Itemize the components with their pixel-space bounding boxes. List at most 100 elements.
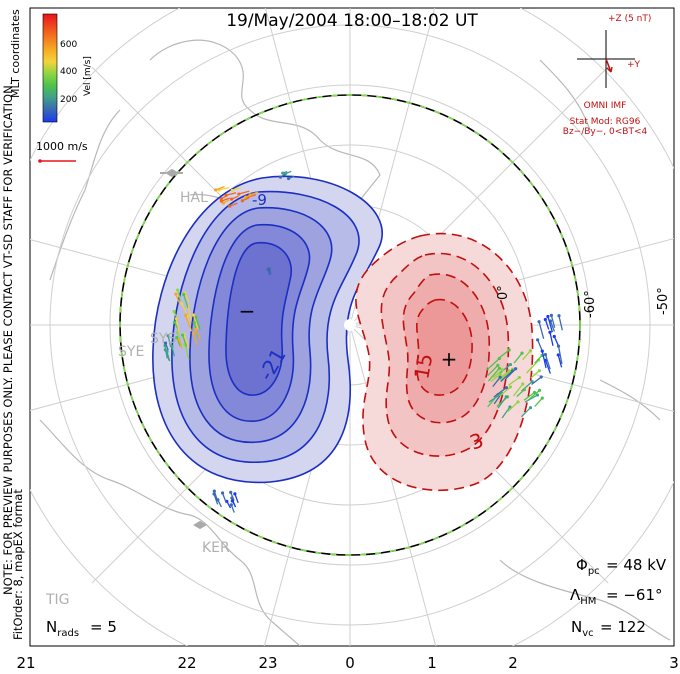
velocity-vector-origin — [522, 388, 526, 392]
velocity-vector — [544, 319, 550, 330]
velocity-vector-origin — [230, 496, 234, 500]
velocity-vector — [492, 376, 501, 387]
velocity-vector-origin — [514, 367, 518, 371]
velocity-vector — [487, 367, 500, 382]
velocity-vector-origin — [517, 375, 521, 380]
preview-note: NOTE: FOR PREVIEW PURPOSES ONLY. PLEASE … — [1, 82, 15, 595]
velocity-vector-origin — [166, 334, 170, 338]
velocity-vector — [507, 401, 519, 412]
coords-label: MLT coordinates — [9, 9, 22, 98]
colorbar-label: Vel [m/s] — [83, 56, 93, 96]
velocity-vector — [213, 493, 219, 505]
velocity-vector-origin — [543, 317, 547, 322]
velocity-vector-origin — [175, 335, 179, 340]
velocity-vector-origin — [528, 349, 532, 353]
n-vc-symbol: Nvc — [571, 618, 594, 639]
station-label: TIG — [45, 592, 70, 608]
velocity-vector-origin — [508, 405, 512, 409]
velocity-vector — [531, 376, 542, 386]
velocity-vector-origin — [281, 171, 285, 175]
velocity-vector — [499, 364, 511, 374]
velocity-vector-origin — [176, 288, 180, 292]
latitude-label-0: 0° — [496, 285, 511, 300]
velocity-vector — [530, 370, 540, 379]
velocity-vector — [192, 333, 198, 346]
velocity-vector — [508, 376, 520, 386]
velocity-vector-origin — [548, 330, 552, 334]
velocity-vector-origin — [194, 327, 198, 332]
pole-marker — [344, 319, 356, 331]
velocity-vector-origin — [286, 176, 291, 181]
potential-minimum-marker: − — [239, 299, 256, 323]
velocity-vector — [218, 186, 230, 191]
velocity-vector-origin — [530, 380, 534, 384]
n-rads-value: = 5 — [90, 618, 117, 636]
mlt-tick: 22 — [177, 654, 196, 672]
velocity-vector-origin — [230, 188, 234, 193]
mlt-tick: 3 — [669, 654, 679, 672]
dusk-cell — [152, 175, 383, 484]
velocity-vector — [520, 407, 531, 418]
velocity-vector — [524, 394, 538, 403]
velocity-vector-origin — [507, 348, 511, 352]
mlt-tick: 23 — [258, 654, 277, 672]
velocity-vector-origin — [237, 192, 241, 196]
velocity-vector — [184, 292, 190, 303]
velocity-vector — [181, 303, 188, 314]
velocity-vector-origin — [240, 199, 244, 203]
velocity-vector-origin — [184, 313, 188, 317]
velocity-vector-origin — [549, 313, 553, 317]
velocity-vector — [557, 346, 563, 365]
velocity-vector-origin — [243, 195, 248, 199]
n-vc-value: = 122 — [600, 618, 646, 636]
phi-pc-symbol: Φpc — [576, 556, 600, 577]
velocity-vector-origin — [172, 320, 177, 324]
imf-model: Stat Mod: RG96 — [570, 117, 641, 127]
velocity-vector-origin — [214, 188, 218, 192]
velocity-vector-origin — [552, 334, 556, 339]
station-hal-marker — [160, 168, 183, 178]
imf-source: OMNI IMF — [584, 101, 627, 111]
dawn-cell — [355, 232, 534, 492]
velocity-vectors — [163, 170, 563, 513]
velocity-vector — [221, 492, 227, 504]
lambda-hm-symbol: ΛHM — [570, 586, 596, 607]
velocity-vector — [187, 305, 192, 321]
velocity-vector-origin — [212, 489, 216, 493]
velocity-vector-origin — [536, 338, 540, 342]
velocity-vector — [549, 320, 555, 332]
velocity-vector — [500, 370, 514, 382]
velocity-vector — [534, 397, 543, 407]
contour-label-pos-15: 15 — [409, 352, 437, 381]
velocity-vector-origin — [219, 197, 223, 201]
velocity-vector-origin — [165, 350, 169, 354]
colorbar-tick: 400 — [60, 67, 77, 77]
velocity-vector — [499, 386, 511, 397]
velocity-vector — [558, 315, 563, 331]
velocity-vector — [175, 318, 180, 333]
velocity-vector — [557, 354, 563, 368]
velocity-vector-origin — [219, 199, 224, 203]
velocity-vector — [184, 344, 190, 360]
velocity-vector — [497, 349, 510, 360]
latitude-label-50: -50° — [656, 287, 671, 315]
velocity-vector — [486, 358, 500, 371]
colorbar — [42, 13, 58, 123]
velocity-vector-origin — [228, 204, 232, 208]
mlt-tick: 1 — [427, 654, 437, 672]
velocity-vector — [499, 368, 514, 381]
colorbar-tick: 200 — [60, 95, 77, 105]
velocity-vector-origin — [498, 372, 502, 376]
velocity-vector-origin — [233, 492, 237, 496]
velocity-vector-origin — [182, 292, 186, 297]
n-rads-symbol: Nrads — [46, 618, 79, 639]
velocity-vector — [523, 391, 535, 401]
velocity-vector — [176, 289, 182, 302]
velocity-vector-origin — [230, 197, 234, 201]
scale-label: 1000 m/s — [36, 140, 88, 153]
velocity-vector — [513, 352, 523, 364]
velocity-vector-origin — [224, 193, 228, 197]
velocity-vector-origin — [177, 338, 181, 342]
velocity-vector-origin — [221, 201, 225, 205]
velocity-vector — [181, 334, 188, 347]
